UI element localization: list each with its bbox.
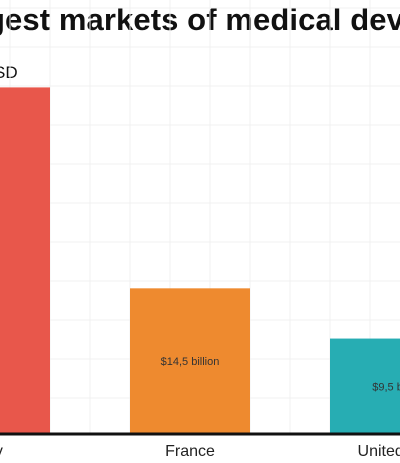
chart-subtitle: SD (0, 63, 18, 82)
bar (0, 87, 50, 435)
bar (330, 338, 400, 434)
data-label: $14,5 billion (161, 356, 220, 368)
x-tick-label: United Ki (358, 443, 400, 460)
bar (130, 288, 250, 434)
x-tick-label: France (165, 443, 215, 460)
chart-bars (0, 87, 400, 435)
data-label: $9,5 bil (372, 381, 400, 393)
x-tick-label: any (0, 443, 3, 460)
